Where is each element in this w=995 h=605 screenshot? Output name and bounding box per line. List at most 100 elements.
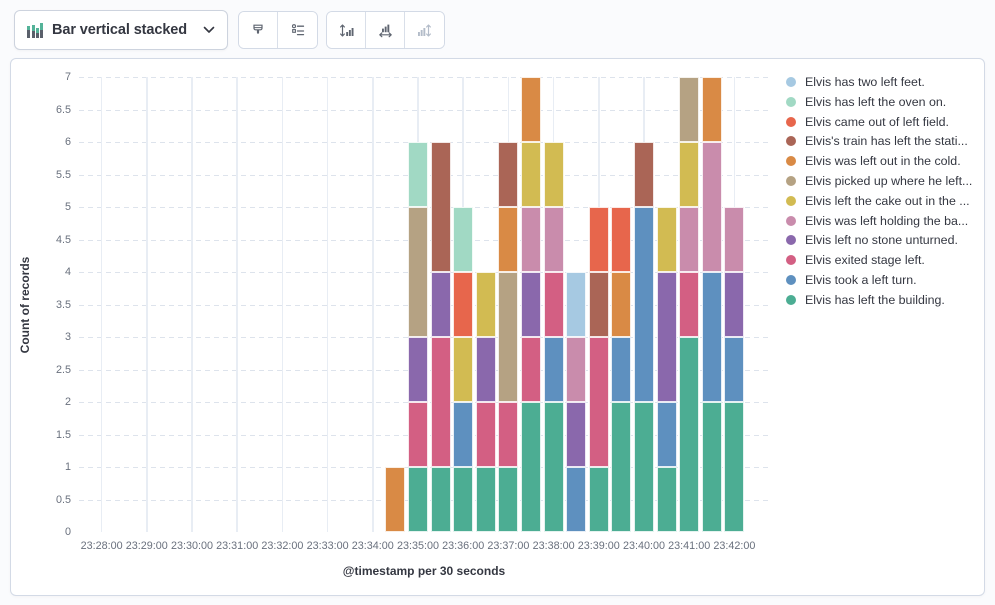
- bar-segment[interactable]: [701, 77, 722, 142]
- brush-icon: [253, 24, 263, 34]
- bar-segment[interactable]: [408, 207, 428, 337]
- bar-segment[interactable]: [521, 272, 541, 337]
- bar-segment[interactable]: [385, 467, 406, 532]
- bar-segment[interactable]: [521, 337, 541, 402]
- bar-segment[interactable]: [453, 337, 474, 402]
- legend-item[interactable]: Elvis's train has left the stati...: [786, 134, 981, 148]
- stacked-bar: [611, 77, 632, 532]
- legend-item[interactable]: Elvis has left the building.: [786, 293, 981, 307]
- legend-item[interactable]: Elvis left the cake out in the ...: [786, 194, 981, 208]
- x-tick-label: 23:42:00: [713, 540, 756, 552]
- legend-label: Elvis took a left turn.: [805, 272, 917, 287]
- bar-segment[interactable]: [588, 207, 609, 272]
- bar-segment[interactable]: [701, 272, 722, 402]
- bar-segment[interactable]: [408, 467, 428, 532]
- bar-segment[interactable]: [656, 272, 677, 402]
- bar-segment[interactable]: [521, 142, 541, 207]
- left-axis-button[interactable]: [327, 12, 366, 48]
- bar-segment[interactable]: [543, 402, 564, 532]
- bar-segment[interactable]: [543, 142, 564, 207]
- bar-segment[interactable]: [498, 207, 519, 272]
- y-tick-label: 6.5: [55, 103, 71, 116]
- bar-segment[interactable]: [430, 467, 451, 532]
- legend-item[interactable]: Elvis took a left turn.: [786, 273, 981, 287]
- legend-item[interactable]: Elvis left no stone unturned.: [786, 233, 981, 247]
- bar-segment[interactable]: [521, 402, 541, 532]
- bar-segment[interactable]: [611, 337, 632, 402]
- bar-segment[interactable]: [498, 142, 519, 207]
- bar-segment[interactable]: [679, 272, 700, 337]
- bar-segment[interactable]: [679, 77, 700, 142]
- bar-segment[interactable]: [453, 402, 474, 467]
- bar-segment[interactable]: [453, 272, 474, 337]
- x-tick-label: 23:38:00: [532, 540, 575, 552]
- bar-segment[interactable]: [679, 337, 700, 532]
- bottom-axis-button[interactable]: [366, 12, 405, 48]
- y-tick-label: 7: [64, 71, 71, 83]
- bar-segment[interactable]: [566, 467, 587, 532]
- bar-segment[interactable]: [611, 272, 632, 337]
- chart-type-dropdown[interactable]: Bar vertical stacked: [14, 10, 228, 50]
- bar-segment[interactable]: [430, 142, 451, 272]
- bar-segment[interactable]: [543, 337, 564, 402]
- bar-segment[interactable]: [498, 467, 519, 532]
- legend-item[interactable]: Elvis came out of left field.: [786, 115, 981, 129]
- bar-segment[interactable]: [475, 337, 496, 402]
- chart-type-label: Bar vertical stacked: [52, 22, 188, 38]
- bar-segment[interactable]: [611, 402, 632, 532]
- bar-segment[interactable]: [679, 207, 700, 272]
- bar-segment[interactable]: [475, 402, 496, 467]
- bar-segment[interactable]: [566, 337, 587, 402]
- legend-item[interactable]: Elvis was left out in the cold.: [786, 154, 981, 168]
- bar-segment[interactable]: [656, 207, 677, 272]
- bar-segment[interactable]: [498, 272, 519, 402]
- bar-segment[interactable]: [656, 402, 677, 467]
- bar-segment[interactable]: [430, 337, 451, 467]
- y-tick-label: 0.5: [55, 493, 71, 506]
- bar-segment[interactable]: [724, 207, 745, 272]
- y-tick-label: 5: [64, 201, 71, 213]
- bar-segment[interactable]: [521, 207, 541, 272]
- bar-segment[interactable]: [566, 272, 587, 337]
- visual-options-button[interactable]: [239, 12, 278, 48]
- vertical-gridline: [372, 77, 374, 532]
- bar-segment[interactable]: [724, 402, 745, 532]
- bar-segment[interactable]: [656, 467, 677, 532]
- bar-segment[interactable]: [521, 77, 541, 142]
- bar-segment[interactable]: [588, 337, 609, 467]
- bar-segment[interactable]: [408, 402, 428, 467]
- bar-segment[interactable]: [408, 337, 428, 402]
- bar-segment[interactable]: [634, 402, 654, 532]
- legend-item[interactable]: Elvis has two left feet.: [786, 75, 981, 89]
- bar-segment[interactable]: [724, 337, 745, 402]
- bar-segment[interactable]: [634, 207, 654, 402]
- style-button-group: [238, 11, 318, 49]
- bar-segment[interactable]: [453, 467, 474, 532]
- bar-segment[interactable]: [543, 272, 564, 337]
- legend-settings-button[interactable]: [278, 12, 317, 48]
- bar-segment[interactable]: [588, 467, 609, 532]
- bar-segment[interactable]: [634, 142, 654, 207]
- stacked-bar: [475, 77, 496, 532]
- legend-item[interactable]: Elvis exited stage left.: [786, 253, 981, 267]
- bar-segment[interactable]: [679, 142, 700, 207]
- right-axis-button[interactable]: [405, 12, 444, 48]
- stacked-bar: [543, 77, 564, 532]
- bar-segment[interactable]: [724, 272, 745, 337]
- bar-segment[interactable]: [588, 272, 609, 337]
- legend-item[interactable]: Elvis was left holding the ba...: [786, 214, 981, 228]
- bar-segment[interactable]: [408, 142, 428, 207]
- bar-segment[interactable]: [430, 272, 451, 337]
- bar-segment[interactable]: [475, 272, 496, 337]
- bar-segment[interactable]: [543, 207, 564, 272]
- bar-segment[interactable]: [475, 467, 496, 532]
- bar-segment[interactable]: [453, 207, 474, 272]
- legend-item[interactable]: Elvis has left the oven on.: [786, 95, 981, 109]
- bar-segment[interactable]: [611, 207, 632, 272]
- bar-segment[interactable]: [498, 402, 519, 467]
- bar-segment[interactable]: [566, 402, 587, 467]
- legend-item[interactable]: Elvis picked up where he left...: [786, 174, 981, 188]
- bar-segment[interactable]: [701, 402, 722, 532]
- legend-color-dot: [786, 215, 796, 226]
- bar-segment[interactable]: [701, 142, 722, 272]
